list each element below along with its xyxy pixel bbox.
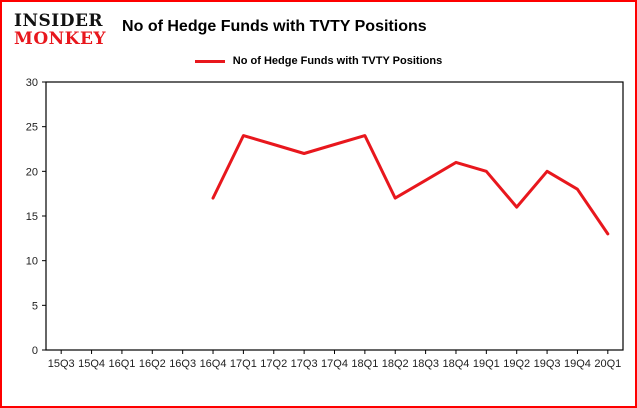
x-tick-label: 19Q2 (503, 358, 530, 370)
series-line (211, 134, 610, 236)
x-tick-label: 18Q3 (412, 358, 439, 370)
legend-label: No of Hedge Funds with TVTY Positions (232, 55, 443, 67)
plot-frame (45, 81, 624, 351)
x-tick-label: 16Q3 (169, 358, 196, 370)
x-tick-label: 18Q4 (443, 358, 470, 370)
y-tick-label: 20 (26, 166, 38, 178)
x-tick-label: 20Q1 (594, 358, 621, 370)
x-tick-label: 17Q2 (260, 358, 287, 370)
x-tick-label: 18Q1 (351, 358, 378, 370)
chart-svg: 0 5 10 15 20 25 30 15Q3 15Q4 16Q1 16Q2 16Q3 16Q4 17Q1… (26, 77, 624, 370)
x-tick-label: 19Q1 (473, 358, 500, 370)
x-tick-label: 16Q1 (108, 358, 135, 370)
x-tick-label: 19Q3 (534, 358, 561, 370)
chart-title: No of Hedge Funds with TVTY Positions (122, 18, 427, 35)
insider-monkey-logo: INSIDER MONKEY (14, 12, 106, 48)
y-tick-label: 15 (26, 211, 38, 223)
x-tick-label: 16Q4 (200, 358, 227, 370)
x-tick-label: 15Q4 (78, 358, 105, 370)
x-tick-label: 16Q2 (139, 358, 166, 370)
x-tick-label: 17Q1 (230, 358, 257, 370)
legend: No of Hedge Funds with TVTY Positions (2, 54, 635, 68)
logo-text-monkey: MONKEY (14, 29, 107, 49)
header: INSIDER MONKEY No of Hedge Funds with TV… (2, 2, 635, 48)
x-tick-label: 17Q3 (291, 358, 318, 370)
y-tick-label: 0 (32, 345, 38, 357)
x-tick-label: 19Q4 (564, 358, 591, 370)
legend-line-swatch (194, 59, 225, 63)
y-tick-label: 25 (26, 122, 38, 134)
y-tick-label: 30 (26, 77, 38, 89)
y-tick-label: 5 (32, 300, 38, 312)
y-tick-label: 10 (26, 256, 38, 268)
x-tick-label: 18Q2 (382, 358, 409, 370)
logo-text-insider: INSIDER (14, 11, 104, 31)
x-tick-label: 17Q4 (321, 358, 348, 370)
x-tick-label: 15Q3 (48, 358, 75, 370)
